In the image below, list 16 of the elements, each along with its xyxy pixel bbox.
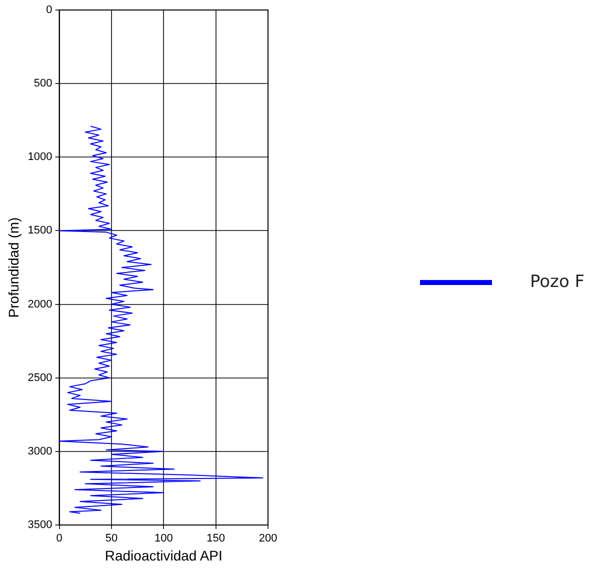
y-tick-label: 3000	[28, 445, 52, 458]
x-tick-label: 50	[105, 532, 118, 545]
y-axis-title: Profundidad (m)	[5, 217, 22, 318]
x-tick-label: 0	[56, 532, 62, 545]
y-tick-label: 1000	[28, 151, 52, 164]
x-tick-label: 100	[154, 532, 173, 545]
x-tick-label: 200	[258, 532, 278, 545]
legend-label: Pozo F	[530, 272, 585, 292]
y-tick-label: 500	[34, 78, 52, 90]
y-tick-label: 1500	[28, 224, 52, 237]
y-tick-label: 0	[46, 4, 52, 16]
y-tick-label: 2000	[28, 298, 52, 310]
x-axis-title: Radioactividad API	[104, 547, 222, 564]
y-tick-label: 2500	[28, 372, 52, 384]
x-tick-label: 150	[206, 532, 225, 545]
y-tick-label: 3500	[28, 519, 52, 532]
